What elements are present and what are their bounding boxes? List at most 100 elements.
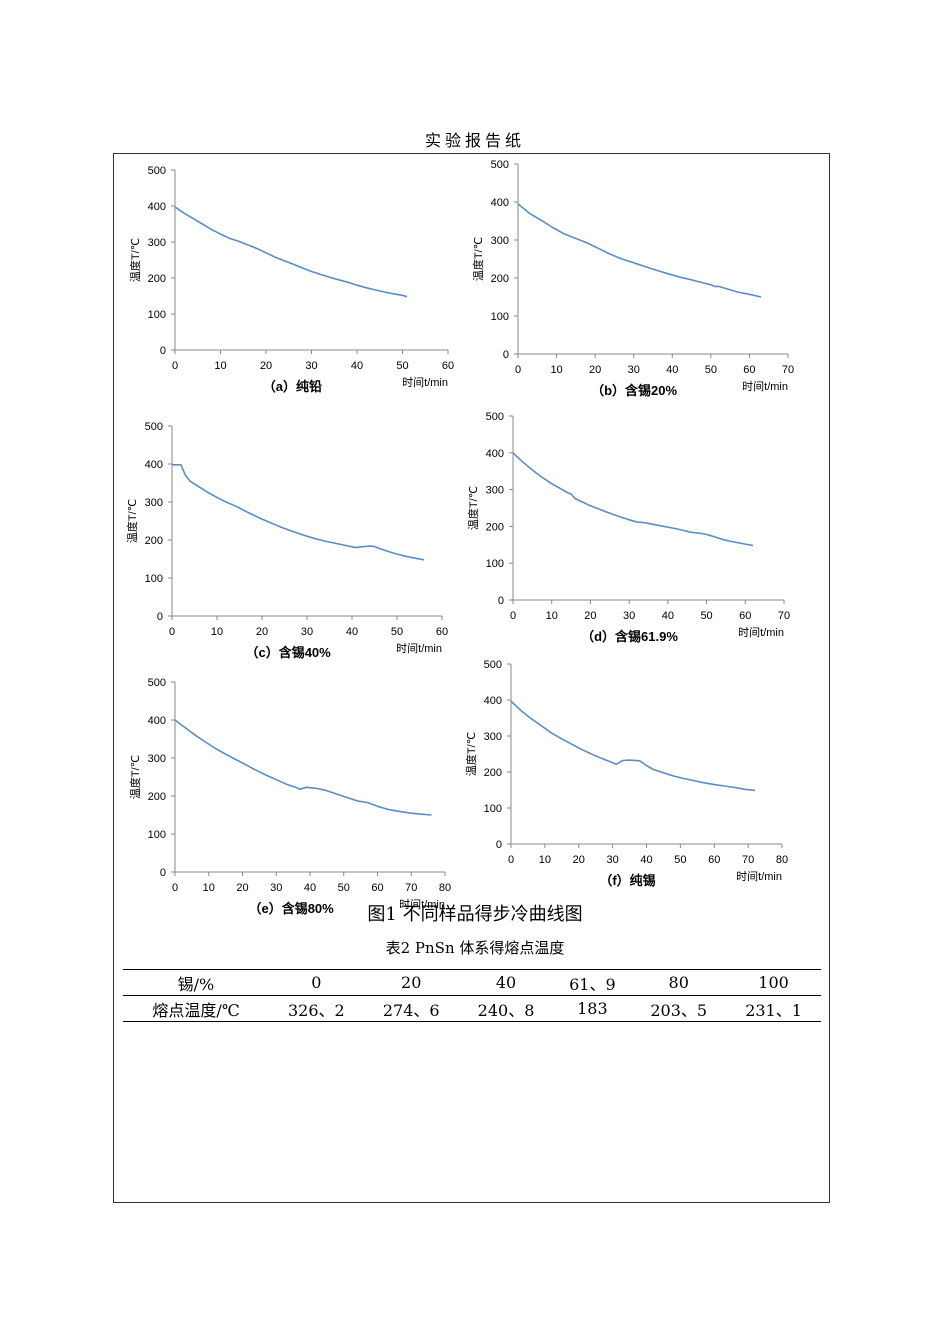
- x-tick-label: 10: [539, 854, 551, 866]
- y-tick-label: 200: [148, 273, 166, 285]
- y-tick-label: 500: [491, 159, 509, 171]
- x-tick-label: 80: [439, 882, 451, 894]
- x-axis-label: 时间t/min: [402, 376, 448, 389]
- x-tick-label: 10: [550, 364, 562, 376]
- y-axis-label: 温度T/℃: [466, 486, 480, 530]
- x-tick-label: 40: [304, 882, 316, 894]
- table-cell: 274、6: [363, 995, 459, 1022]
- cooling-curve-chart-b: 0 100 200 300 400 500 0 10 20 30 40 50 60 70 温度T/℃ 时间t/…: [471, 159, 794, 398]
- x-tick-label: 20: [573, 854, 585, 866]
- x-tick-label: 0: [169, 626, 175, 638]
- table-cell: 240、8: [458, 995, 554, 1022]
- y-tick-label: 200: [491, 273, 509, 285]
- y-tick-label: 300: [148, 753, 166, 765]
- x-tick-label: 0: [510, 610, 516, 622]
- x-tick-label: 50: [391, 626, 403, 638]
- y-tick-label: 100: [484, 803, 502, 815]
- x-tick-label: 30: [607, 854, 619, 866]
- y-tick-label: 100: [145, 573, 163, 585]
- table-cell: 20: [363, 969, 459, 996]
- x-tick-label: 20: [260, 360, 272, 372]
- x-tick-label: 70: [742, 854, 754, 866]
- x-tick-label: 30: [301, 626, 313, 638]
- y-tick-label: 200: [484, 767, 502, 779]
- y-axis-label: 温度T/℃: [464, 732, 478, 776]
- cooling-curve-line: [174, 206, 408, 298]
- table-cell: 231、1: [726, 995, 821, 1022]
- x-axis-label: 时间t/min: [396, 642, 442, 655]
- y-tick-label: 300: [148, 237, 166, 249]
- x-tick-label: 40: [666, 364, 678, 376]
- table-cell: 80: [631, 969, 727, 996]
- x-tick-label: 60: [708, 854, 720, 866]
- y-axis-label: 温度T/℃: [128, 755, 142, 799]
- cooling-curve-line: [512, 452, 754, 547]
- x-tick-label: 50: [396, 360, 408, 372]
- x-tick-label: 50: [705, 364, 717, 376]
- y-tick-label: 500: [148, 165, 166, 177]
- chart-title: （e）含锡80%: [248, 901, 334, 916]
- x-tick-label: 60: [371, 882, 383, 894]
- table-cell: 0: [268, 969, 364, 996]
- x-tick-label: 30: [628, 364, 640, 376]
- x-axis-label: 时间t/min: [742, 380, 788, 393]
- table-cell: 熔点温度/℃: [123, 995, 269, 1022]
- y-tick-label: 400: [148, 715, 166, 727]
- x-tick-label: 20: [256, 626, 268, 638]
- x-tick-label: 60: [743, 364, 755, 376]
- x-tick-label: 80: [776, 854, 788, 866]
- table-caption: 表2 PnSn 体系得熔点温度: [385, 939, 565, 957]
- y-tick-label: 500: [148, 677, 166, 689]
- y-tick-label: 0: [498, 595, 504, 607]
- y-tick-label: 300: [484, 731, 502, 743]
- x-tick-label: 30: [270, 882, 282, 894]
- figure-caption: 图1 不同样品得步冷曲线图: [367, 904, 583, 925]
- cooling-curve-line: [172, 463, 425, 561]
- table-row-tin-content: 锡/% 0 20 40 61、9 80 100: [123, 969, 821, 996]
- table-cell: 61、9: [553, 969, 632, 996]
- cooling-curve-chart-a: 0 100 200 300 400 500 0 10 20 30 40 50 60 温度T/℃ 时间t/mi…: [128, 165, 454, 394]
- y-tick-label: 200: [145, 535, 163, 547]
- x-tick-label: 20: [584, 610, 596, 622]
- report-header: 实验报告纸: [424, 131, 525, 150]
- y-tick-label: 0: [157, 611, 163, 623]
- chart-title: （d）含锡61.9%: [581, 629, 678, 644]
- y-tick-label: 300: [486, 485, 504, 497]
- x-tick-label: 0: [515, 364, 521, 376]
- table-cell: 326、2: [268, 995, 364, 1022]
- y-tick-label: 400: [486, 448, 504, 460]
- y-tick-label: 200: [148, 791, 166, 803]
- x-tick-label: 0: [172, 882, 178, 894]
- y-tick-label: 100: [148, 829, 166, 841]
- x-tick-label: 70: [778, 610, 790, 622]
- cooling-curve-line: [174, 719, 432, 816]
- report-frame: [113, 153, 830, 1203]
- x-axis-label: 时间t/min: [399, 898, 445, 911]
- x-tick-label: 60: [739, 610, 751, 622]
- x-tick-label: 30: [623, 610, 635, 622]
- cooling-curve-line: [510, 700, 755, 792]
- x-tick-label: 70: [405, 882, 417, 894]
- chart-title: （a）纯铅: [263, 379, 322, 394]
- y-tick-label: 300: [145, 497, 163, 509]
- x-tick-label: 20: [589, 364, 601, 376]
- table-cell: 100: [726, 969, 821, 996]
- y-tick-label: 500: [484, 659, 502, 671]
- table-cell: 203、5: [631, 995, 727, 1022]
- y-tick-label: 400: [148, 201, 166, 213]
- y-tick-label: 100: [148, 309, 166, 321]
- chart-title: （c）含锡40%: [245, 645, 331, 660]
- x-tick-label: 50: [338, 882, 350, 894]
- y-tick-label: 0: [503, 349, 509, 361]
- x-tick-label: 40: [640, 854, 652, 866]
- x-axis-label: 时间t/min: [738, 626, 784, 639]
- x-tick-label: 60: [442, 360, 454, 372]
- y-axis-label: 温度T/℃: [471, 237, 485, 281]
- cooling-curve-line: [517, 203, 762, 298]
- x-tick-label: 20: [236, 882, 248, 894]
- cooling-curve-chart-c: 0 100 200 300 400 500 0 10 20 30 40 50 60 温度T/℃ 时间t/mi…: [125, 421, 448, 660]
- x-tick-label: 10: [214, 360, 226, 372]
- y-tick-label: 500: [145, 421, 163, 433]
- chart-title: （b）含锡20%: [591, 383, 677, 398]
- x-tick-label: 50: [700, 610, 712, 622]
